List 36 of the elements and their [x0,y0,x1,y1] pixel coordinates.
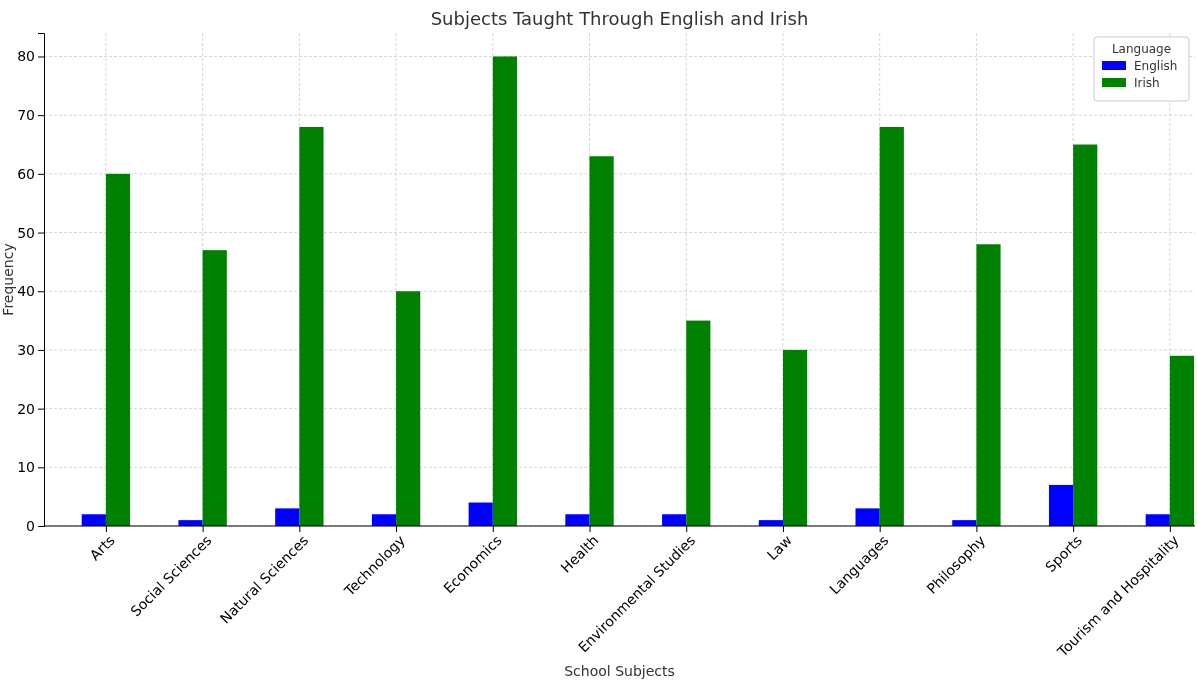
bar [275,508,300,526]
y-axis-title: Frequency [0,243,16,316]
y-tick-label: 60 [17,165,35,182]
bar [686,320,711,526]
bar [976,244,1001,526]
bar [662,514,687,526]
bar [782,349,808,526]
y-tick-label: 10 [17,459,35,476]
chart-title: Subjects Taught Through English and Irish [430,8,809,29]
bar [202,250,227,526]
bar [1048,484,1074,526]
bar [589,156,614,526]
bar [1145,514,1170,526]
bar [396,291,421,526]
legend-label: English [1134,59,1178,73]
bar [879,126,904,526]
y-tick-label: 40 [17,283,35,300]
y-tick-label: 30 [17,341,35,358]
legend-title: Language [1111,42,1172,56]
bar [468,502,493,526]
x-axis-title: School Subjects [564,663,675,679]
bar [1073,144,1098,526]
bar [105,173,131,526]
y-tick-label: 0 [26,517,35,534]
bar [81,514,106,526]
y-tick-label: 50 [17,224,35,241]
y-tick-label: 70 [17,107,35,124]
bar [855,508,880,526]
bar [492,56,517,526]
bar [1169,355,1195,526]
bar [371,514,397,526]
bar [565,514,590,526]
y-tick-label: 80 [17,48,35,65]
bar [299,126,324,526]
legend-label: Irish [1134,76,1160,90]
y-tick-label: 20 [17,400,35,417]
